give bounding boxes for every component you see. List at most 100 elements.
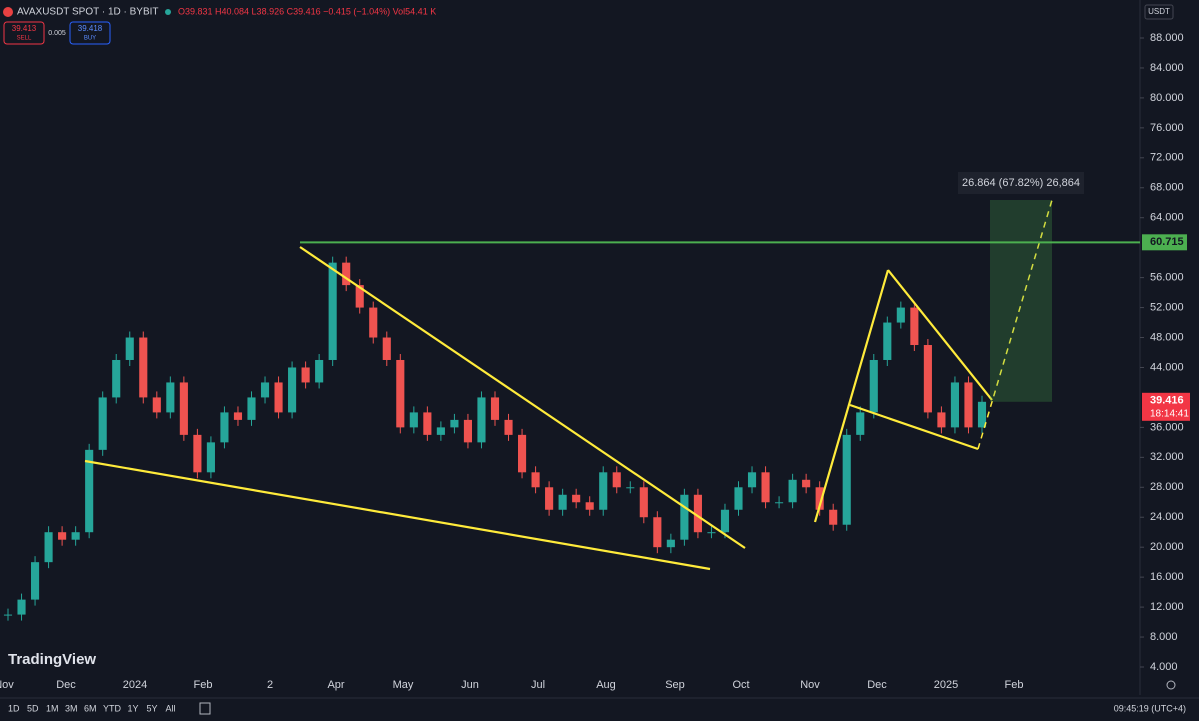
candle [531,472,540,488]
range-button[interactable]: 1D [8,703,20,713]
last-price-bg [1142,392,1190,421]
level-label: 60.715 [1150,236,1184,248]
last-price: 39.416 [1150,395,1184,407]
range-button[interactable]: 1M [46,703,59,713]
candle [193,434,202,473]
price-label: 48.000 [1150,331,1184,343]
candle [639,487,648,518]
candle [612,472,621,488]
candle [58,532,67,540]
candle [477,397,486,443]
candle [30,562,40,600]
range-button[interactable]: All [166,703,176,713]
range-button[interactable]: YTD [103,703,122,713]
candle [842,434,851,525]
candle [572,494,581,503]
candle [937,412,946,428]
candle [775,502,784,504]
candle [693,494,702,533]
toolbar: 1D 5D 1M 3M 6M YTD 1Y 5Y All [8,702,211,715]
candle [3,614,13,616]
settings-icon[interactable] [1166,680,1176,690]
trendline [849,403,979,451]
candle [301,367,310,383]
candle [44,532,53,563]
candle [369,307,378,338]
candle [869,359,878,413]
candle [166,382,175,413]
countdown: 18:14:41 [1150,408,1189,419]
measure-label-bg [958,172,1084,194]
buy-button[interactable] [69,21,111,45]
candle [152,397,161,413]
sell-price: 39.413 [12,24,37,33]
price-label: 84.000 [1150,62,1184,74]
time-label: Jun [461,679,479,691]
candle [599,472,608,510]
range-button[interactable]: 1Y [128,703,139,713]
symbol-icon [3,7,13,17]
candle [626,487,635,489]
currency: USDT [1148,7,1170,16]
candle [761,472,770,503]
candle [653,517,662,548]
candle [409,412,418,428]
trendline [887,269,993,401]
candle [220,412,229,443]
range-button[interactable]: 5Y [147,703,158,713]
candle [247,397,256,420]
drawings [84,199,1053,571]
price-label: 24.000 [1150,511,1184,523]
candle [288,367,297,413]
price-label: 4.000 [1150,661,1178,673]
candle [139,337,148,398]
candles [3,256,987,621]
clock: 09:45:19 (UTC+4) [1114,703,1186,713]
measure-label: 26.864 (67.82%) 26,864 [962,177,1080,189]
calendar-button[interactable] [199,702,211,715]
price-label: 52.000 [1150,301,1184,313]
time-label: Feb [194,679,213,691]
candle [747,472,757,488]
time-label: Feb [1005,679,1024,691]
candle [206,442,215,473]
price-label: 68.000 [1150,182,1184,194]
sell-label: SELL [17,36,32,42]
watermark: TradingView [8,651,96,668]
candle [896,307,905,323]
candle [910,307,919,346]
time-label: May [393,679,414,691]
range-button[interactable]: 5D [27,703,39,713]
candle [856,412,865,435]
candle [17,599,26,615]
price-label: 36.000 [1150,421,1184,433]
range-button[interactable]: 3M [65,703,78,713]
candle [964,382,973,428]
candle [666,539,675,548]
price-label: 56.000 [1150,272,1184,284]
candle [436,427,445,435]
trendline [84,459,711,571]
candle [328,262,337,360]
price-label: 12.000 [1150,601,1184,613]
range-button[interactable]: 6M [84,703,97,713]
time-label: Dec [56,679,76,691]
candle [125,337,134,360]
candle [85,449,94,533]
sell-button[interactable] [3,21,45,45]
price-label: 8.000 [1150,631,1178,643]
time-label: Nov [800,679,820,691]
candle [98,397,107,450]
price-label: 20.000 [1150,541,1184,553]
time-label: Sep [665,679,685,691]
candle [829,509,838,525]
time-label: 2025 [934,679,958,691]
candle [734,487,743,510]
candle [71,532,80,540]
candle [342,262,351,286]
price-label: 72.000 [1150,152,1184,164]
candle [490,397,500,420]
candle [274,382,283,413]
candle [802,479,811,488]
